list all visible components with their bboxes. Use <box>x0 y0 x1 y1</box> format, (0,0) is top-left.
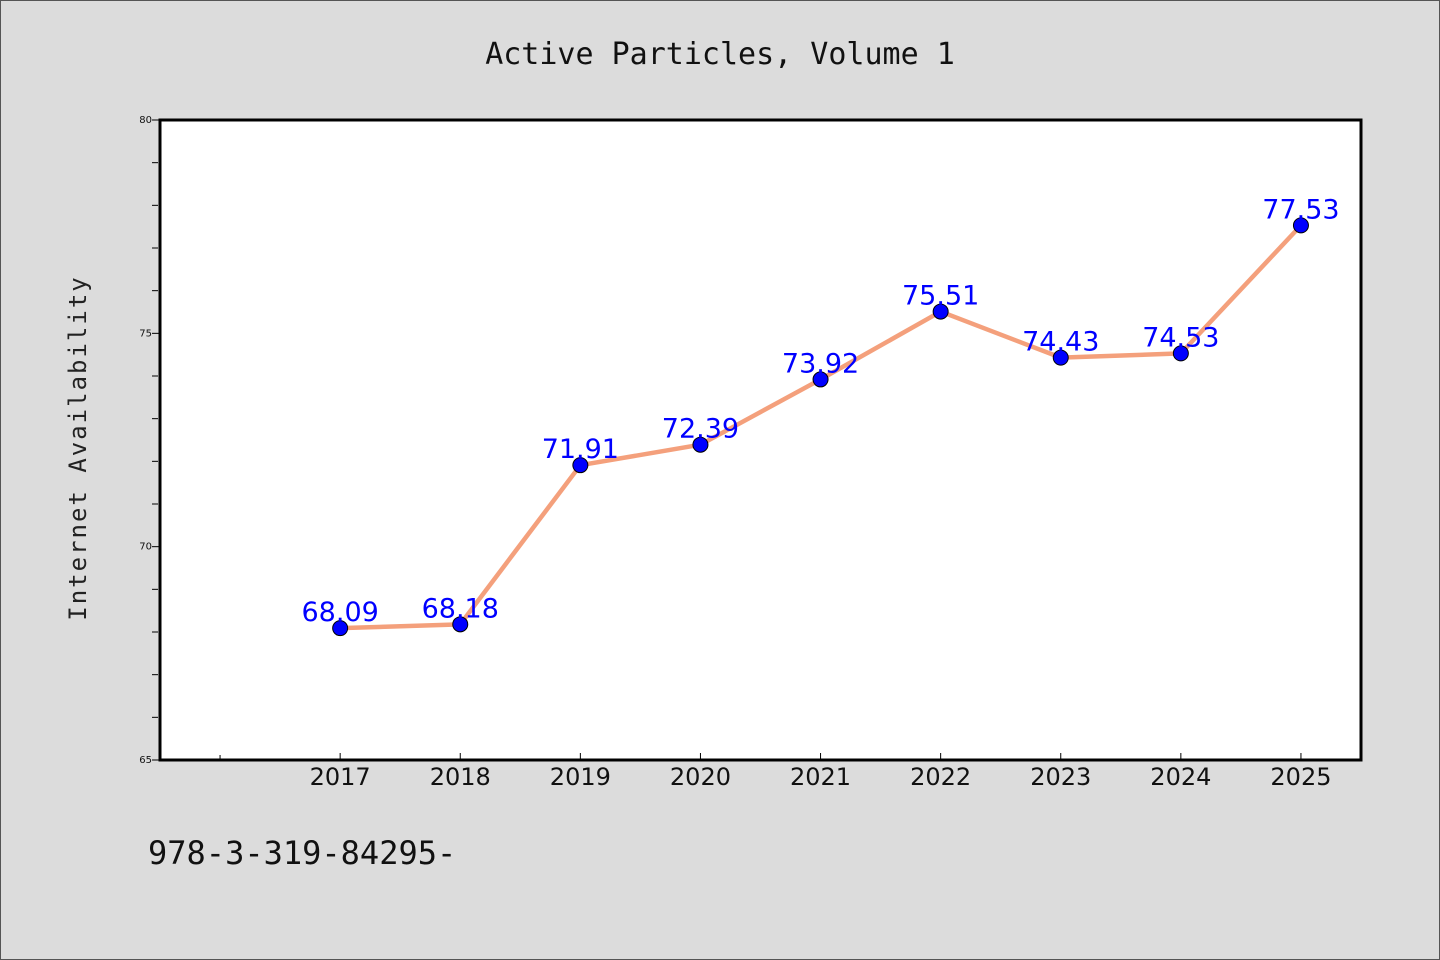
data-label: 75.51 <box>902 281 979 312</box>
data-point <box>332 620 349 637</box>
y-tick-label: 70 <box>139 542 152 553</box>
data-point <box>1292 217 1309 234</box>
data-point <box>932 303 949 320</box>
data-points <box>332 217 1309 637</box>
plot-area <box>158 118 1363 762</box>
x-tick-label: 2023 <box>1030 763 1091 791</box>
data-label: 74.43 <box>1022 327 1099 358</box>
data-point <box>572 457 589 474</box>
chart-title: Active Particles, Volume 1 <box>485 37 955 72</box>
y-axis-label: Internet Availability <box>64 275 92 620</box>
x-tick-label: 2020 <box>670 763 731 791</box>
x-tick-label: 2017 <box>310 763 371 791</box>
data-point <box>1052 349 1069 366</box>
data-label: 73.92 <box>782 348 859 379</box>
data-point <box>812 371 829 388</box>
y-minor-ticks <box>152 162 158 718</box>
data-label: 72.39 <box>662 414 739 445</box>
data-label: 68.09 <box>302 597 379 628</box>
isbn-footer: 978-3-319-84295- <box>148 834 456 872</box>
x-tick-label: 2021 <box>790 763 851 791</box>
y-tick-label: 65 <box>139 755 152 766</box>
data-label: 77.53 <box>1262 194 1339 225</box>
x-tick-label: 2018 <box>430 763 491 791</box>
x-tick-label: 2024 <box>1150 763 1211 791</box>
x-axis-ticks: 2017 2018 2019 2020 2021 2022 2023 2024 2025 <box>219 753 1331 791</box>
x-tick-label: 2019 <box>550 763 611 791</box>
x-tick-label: 2022 <box>910 763 971 791</box>
data-point <box>452 616 469 633</box>
data-label: 68.18 <box>422 593 499 624</box>
y-tick-label: 80 <box>139 115 152 126</box>
y-tick-label: 75 <box>139 328 152 339</box>
data-point <box>692 436 709 453</box>
data-point <box>1172 345 1189 362</box>
data-labels: 68.09 68.18 71.91 72.39 73.92 75.51 74.43 74.53… <box>302 194 1340 628</box>
x-tick-label: 2025 <box>1270 763 1331 791</box>
data-label: 71.91 <box>542 434 619 465</box>
data-label: 74.53 <box>1142 322 1219 353</box>
y-axis-ticks: 65 70 75 80 <box>139 115 160 766</box>
